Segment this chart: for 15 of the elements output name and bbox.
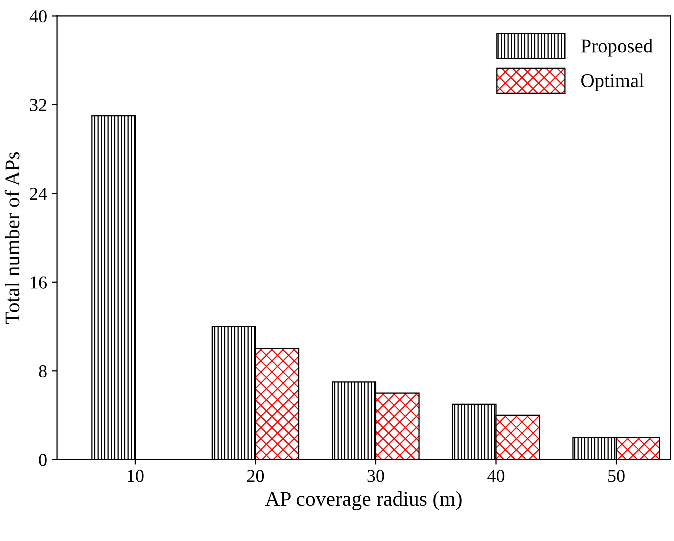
y-tick-label: 16	[31, 276, 48, 289]
y-tick-label: 40	[30, 10, 47, 23]
x-axis-title: AP coverage radius (m)	[265, 492, 462, 510]
x-tick-label: 50	[608, 470, 625, 482]
y-tick-label: 8	[39, 365, 47, 378]
x-tick-label: 30	[368, 470, 384, 482]
x-tick-label: 40	[488, 470, 505, 482]
y-axis-title: Total number of APs	[4, 152, 20, 324]
legend-label: Optimal	[582, 74, 644, 92]
y-tick-label: 32	[30, 99, 47, 112]
y-tick-label: 0	[39, 454, 47, 466]
x-tick-label: 20	[247, 470, 264, 482]
x-tick-label: 10	[128, 470, 144, 482]
legend-label: Proposed	[581, 39, 653, 57]
y-tick-label: 24	[30, 188, 48, 200]
